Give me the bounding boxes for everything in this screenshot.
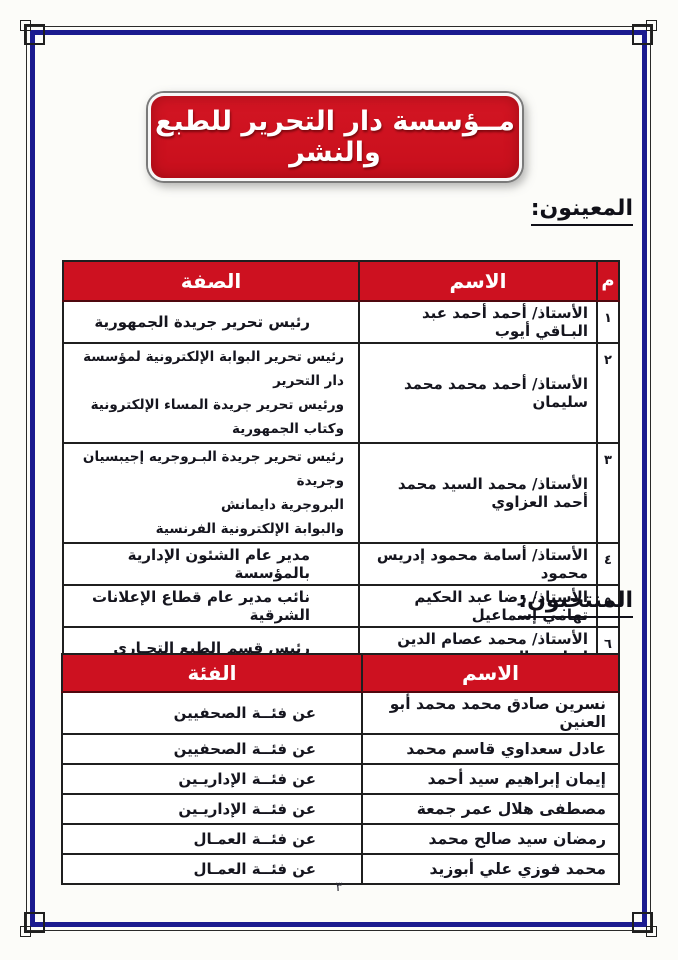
elected-heading: المنتخبون: xyxy=(518,588,633,618)
column-header-name: الاسم xyxy=(358,260,598,302)
corner-ornament-icon xyxy=(20,20,45,45)
appointed-row: ١ الأستاذ/ أحمد أحمد عبد البـاقي أيوب رئ… xyxy=(62,300,620,344)
column-header-num: م xyxy=(596,260,620,302)
appointee-name: الأستاذ/ محمد السيد محمد أحمد العزاوي xyxy=(358,442,598,544)
elected-name: رمضان سيد صالح محمد xyxy=(361,823,620,855)
elected-row: مصطفى هلال عمر جمعة عن فئــة الإداريـين xyxy=(61,793,620,825)
appointee-role: رئيس تحرير جريدة الجمهورية xyxy=(62,300,360,344)
appointee-role: رئيس تحرير البوابة الإلكترونية لمؤسسة دا… xyxy=(62,342,360,444)
row-number: ٤ xyxy=(596,542,620,586)
corner-ornament-icon xyxy=(632,20,657,45)
appointed-row: ٤ الأستاذ/ أسامة محمود إدريس محمود مدير … xyxy=(62,542,620,586)
page-number: ٣ xyxy=(335,880,343,895)
elected-name: عادل سعداوي قاسم محمد xyxy=(361,733,620,765)
elected-name: محمد فوزي علي أبوزيد xyxy=(361,853,620,885)
elected-category: عن فئــة الإداريـين xyxy=(61,793,363,825)
company-title: مــؤسسة دار التحرير للطبع والنشر xyxy=(155,106,515,168)
appointee-role: رئيس تحرير جريدة البـروجريه إجيبسيان وجر… xyxy=(62,442,360,544)
appointed-row: ٢ الأستاذ/ أحمد محمد محمد سليمان رئيس تح… xyxy=(62,342,620,444)
elected-name: إيمان إبراهيم سيد أحمد xyxy=(361,763,620,795)
appointed-table: م الاسم الصفة ١ الأستاذ/ أحمد أحمد عبد ا… xyxy=(62,260,620,670)
appointee-role: نائب مدير عام قطاع الإعلانات الشرقية xyxy=(62,584,360,628)
corner-ornament-icon xyxy=(632,912,657,937)
elected-category: عن فئــة الصحفيين xyxy=(61,733,363,765)
column-header-role: الصفة xyxy=(62,260,360,302)
elected-category: عن فئــة العمـال xyxy=(61,823,363,855)
row-number: ٣ xyxy=(596,442,620,544)
appointed-row: ٣ الأستاذ/ محمد السيد محمد أحمد العزاوي … xyxy=(62,442,620,544)
elected-row: محمد فوزي علي أبوزيد عن فئــة العمـال xyxy=(61,853,620,885)
column-header-name: الاسم xyxy=(361,653,620,693)
elected-table: الاسم الفئة نسرين صادق محمد محمد أبو الع… xyxy=(61,653,620,885)
appointee-role: مدير عام الشئون الإدارية بالمؤسسة xyxy=(62,542,360,586)
appointed-row: ٥ الأستاذ/ رضا عبد الحكيم تهامي إسماعيل … xyxy=(62,584,620,628)
appointee-name: الأستاذ/ أسامة محمود إدريس محمود xyxy=(358,542,598,586)
appointee-name: الأستاذ/ أحمد محمد محمد سليمان xyxy=(358,342,598,444)
appointed-heading: المعينون: xyxy=(530,196,633,226)
frame-inner-border xyxy=(30,30,647,927)
elected-category: عن فئــة العمـال xyxy=(61,853,363,885)
elected-name: نسرين صادق محمد محمد أبو العنين xyxy=(361,691,620,735)
appointed-header-row: م الاسم الصفة xyxy=(62,260,620,302)
elected-row: عادل سعداوي قاسم محمد عن فئــة الصحفيين xyxy=(61,733,620,765)
frame-outer-border xyxy=(26,26,651,931)
row-number: ١ xyxy=(596,300,620,344)
elected-name: مصطفى هلال عمر جمعة xyxy=(361,793,620,825)
elected-header-row: الاسم الفئة xyxy=(61,653,620,693)
elected-row: رمضان سيد صالح محمد عن فئــة العمـال xyxy=(61,823,620,855)
elected-row: إيمان إبراهيم سيد أحمد عن فئــة الإداريـ… xyxy=(61,763,620,795)
row-number: ٢ xyxy=(596,342,620,444)
elected-category: عن فئــة الإداريـين xyxy=(61,763,363,795)
company-banner: مــؤسسة دار التحرير للطبع والنشر xyxy=(148,93,522,181)
column-header-category: الفئة xyxy=(61,653,363,693)
elected-category: عن فئــة الصحفيين xyxy=(61,691,363,735)
appointee-name: الأستاذ/ رضا عبد الحكيم تهامي إسماعيل xyxy=(358,584,598,628)
appointee-name: الأستاذ/ أحمد أحمد عبد البـاقي أيوب xyxy=(358,300,598,344)
corner-ornament-icon xyxy=(20,912,45,937)
elected-row: نسرين صادق محمد محمد أبو العنين عن فئــة… xyxy=(61,691,620,735)
row-number: ٥ xyxy=(596,584,620,628)
